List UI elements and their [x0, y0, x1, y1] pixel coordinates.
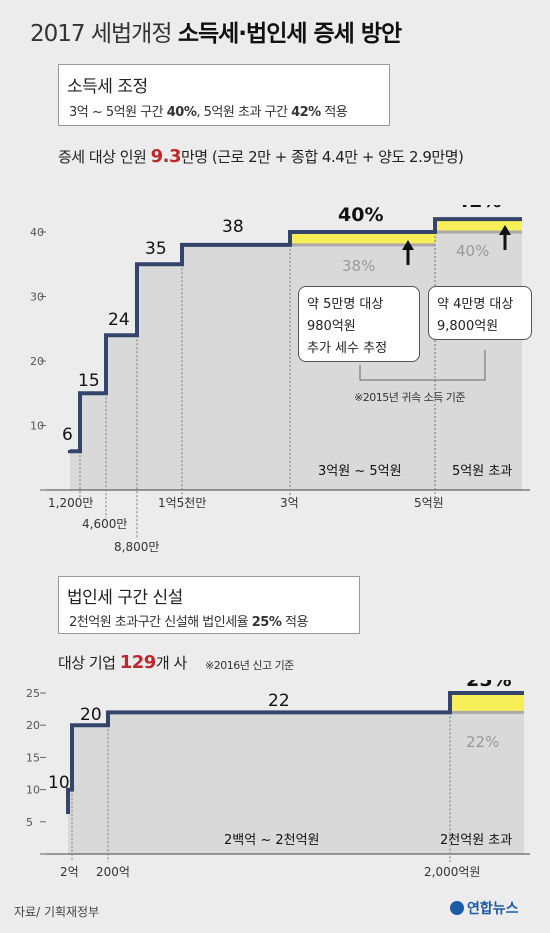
band-label-over-2000b: 2천억원 초과: [440, 833, 512, 848]
title-part2: 소득세·법인세 증세 방안: [177, 21, 402, 47]
income-box-title: 소득세 조정: [67, 77, 148, 97]
rate-label-40: 40%: [338, 205, 383, 226]
y-tick-label: 25: [26, 687, 40, 700]
x-tick-label: 8,800만: [114, 540, 159, 554]
x-tick-label: 200억: [96, 865, 130, 879]
page-title: 2017 세법개정 소득세·법인세 증세 방안: [30, 14, 402, 48]
y-tick-label: 15: [26, 751, 40, 764]
x-tick-label: 2억: [60, 865, 79, 879]
corp-tax-chart: 5 10 15 20 25 10 20 22 25% 22% 2백억 ~ 2천억원 2천억원 초과 2억…: [26, 680, 530, 879]
x-tick-label: 5억원: [414, 496, 444, 510]
old-rate-40: 40%: [456, 242, 489, 260]
callout-1-line-3: 추가 세수 추정: [307, 341, 388, 356]
old-rate-22: 22%: [466, 733, 499, 751]
y-tick-label: 20: [26, 719, 40, 732]
corp-box-desc: 2천억원 초과구간 신설해 법인세율 25% 적용: [69, 615, 308, 630]
rate-label-42: 42%: [456, 205, 501, 212]
corp-box-title: 법인세 구간 신설: [67, 588, 183, 608]
callout-1-line-2: 980억원: [307, 319, 356, 334]
corp-target-line: 대상 기업 129개 사: [58, 652, 187, 673]
y-tick-label: 5: [26, 816, 33, 829]
step-label: 15: [78, 371, 100, 391]
income-box-desc: 3억 ~ 5억원 구간 40%, 5억원 초과 구간 42% 적용: [69, 105, 348, 120]
corp-increase-band: [450, 693, 524, 713]
callout-over-5-bracket: 약 4만명 대상 9,800억원: [428, 286, 532, 340]
income-tax-chart: 10 20 30 40 6 15 24 35 38 40% 42% 38% 40% 3억원 ~ 5억원 5억…: [30, 205, 530, 554]
step-label: 20: [80, 705, 102, 725]
old-rate-38: 38%: [342, 257, 375, 275]
step-label: 6: [62, 425, 73, 445]
globe-icon: [450, 901, 464, 915]
y-tick-label: 30: [30, 291, 44, 304]
callout-2-line-2: 9,800억원: [437, 319, 499, 334]
band-label-3-5: 3억원 ~ 5억원: [318, 464, 402, 479]
callout-3-5-bracket: 약 5만명 대상 980억원 추가 세수 추정: [298, 286, 420, 362]
band-label-2b-2000b: 2백억 ~ 2천억원: [224, 833, 320, 848]
increase-band-6: [435, 219, 522, 232]
up-arrow-head: [402, 240, 414, 250]
callout-2-line-1: 약 4만명 대상: [437, 297, 514, 312]
y-tick-label: 40: [30, 226, 44, 239]
rate-label-25: 25%: [466, 680, 511, 691]
step-label: 10: [48, 773, 70, 793]
step-label: 35: [145, 239, 167, 259]
income-step-line: [68, 217, 522, 454]
x-tick-label: 1,200만: [48, 496, 93, 510]
step-label: 22: [268, 691, 290, 711]
x-tick-label: 1억5천만: [158, 495, 206, 510]
y-tick-label: 20: [30, 355, 44, 368]
source-text: 자료/ 기획재정부: [14, 905, 100, 919]
income-note: ※2015년 귀속 소득 기준: [354, 391, 466, 404]
title-year: 2017: [30, 21, 86, 47]
increase-band-5: [290, 232, 435, 245]
corp-tax-box: 법인세 구간 신설 2천억원 초과구간 신설해 법인세율 25% 적용: [58, 576, 360, 634]
step-label: 24: [108, 310, 130, 330]
callout-bracket: [359, 350, 486, 381]
step-label: 38: [222, 217, 244, 237]
corp-step-line: [66, 691, 524, 814]
callout-1-line-1: 약 5만명 대상: [307, 297, 384, 312]
x-tick-label: 3억: [280, 496, 299, 510]
income-area: [70, 219, 522, 490]
title-part1: 세법개정: [90, 21, 173, 47]
income-tax-box: 소득세 조정 3억 ~ 5억원 구간 40%, 5억원 초과 구간 42% 적용: [58, 64, 390, 126]
x-tick-label: 2,000억원: [424, 865, 480, 879]
corp-area: [68, 693, 524, 854]
up-arrow-head: [499, 225, 511, 235]
y-tick-label: 10: [30, 420, 44, 433]
income-target-line: 증세 대상 인원 9.3만명 (근로 2만 + 종합 4.4만 + 양도 2.9…: [58, 146, 464, 167]
band-label-over-5: 5억원 초과: [452, 464, 512, 479]
y-tick-label: 10: [26, 784, 40, 797]
x-tick-label: 4,600만: [82, 517, 127, 531]
yonhap-logo: 연합뉴스: [450, 898, 519, 918]
corp-note: ※2016년 신고 기준: [205, 659, 294, 672]
